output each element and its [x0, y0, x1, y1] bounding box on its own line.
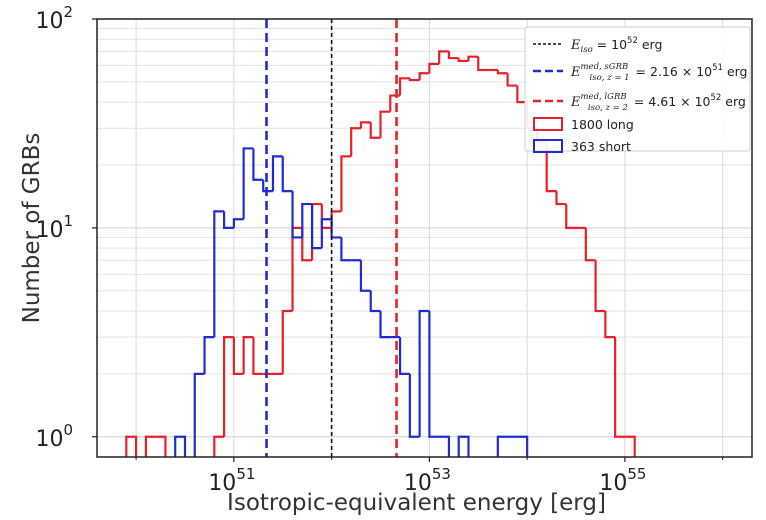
histogram-bar — [291, 191, 303, 239]
axis-ticks: 1051 1053 1055 100 101 102 — [35, 3, 724, 496]
histogram-bar — [496, 435, 508, 457]
histogram-bar — [320, 218, 332, 249]
histogram-bar — [222, 211, 234, 229]
histogram-bar — [174, 435, 187, 457]
histogram-bar — [271, 155, 283, 192]
legend: Eiso = 1052 erg Emed, sGRB iso, z = 1 = 2.… — [524, 26, 751, 154]
x-tick-label: 1055 — [599, 465, 646, 496]
histogram-bar — [144, 435, 156, 457]
histogram-bar — [389, 94, 401, 112]
histogram-bar — [457, 58, 469, 63]
histogram-bar — [584, 227, 596, 262]
histogram-bar — [506, 73, 518, 87]
x-tick-label: 1053 — [404, 465, 451, 496]
plot-frame — [96, 18, 753, 458]
histogram-bar — [281, 309, 293, 374]
histogram-bar — [340, 155, 352, 212]
histogram-bar — [379, 110, 391, 138]
histogram-bar — [516, 85, 528, 104]
histogram-bar — [624, 435, 636, 457]
histogram-bar — [291, 226, 303, 311]
histogram-bar — [203, 335, 215, 374]
histogram-bar — [369, 122, 381, 139]
x-axis-label: Isotropic-equivalent energy [erg] — [227, 490, 606, 516]
legend-swatch-1 — [533, 117, 563, 131]
histogram-bar — [438, 50, 449, 64]
histogram-bar — [447, 51, 459, 60]
series-short — [174, 147, 529, 457]
histogram-bar — [496, 69, 508, 75]
histogram-bar — [155, 435, 167, 457]
y-tick-label: 101 — [35, 212, 73, 243]
histogram-bar — [359, 260, 371, 292]
legend-entry-3: Emed, lGRB iso, z = 2 = 4.61 × 1052 erg — [570, 92, 746, 113]
histogram-bar — [457, 435, 470, 457]
histogram-bar — [467, 55, 479, 61]
x-tick-label: 1051 — [208, 465, 255, 496]
histogram-bar — [350, 127, 361, 157]
histogram-bar — [125, 435, 138, 457]
histogram-bar — [408, 373, 420, 438]
histogram-bar — [310, 202, 322, 261]
histogram-bar — [281, 156, 293, 193]
histogram-bar — [545, 141, 557, 193]
histogram-bar — [330, 210, 342, 228]
histogram-bar — [222, 335, 234, 437]
histogram-bar — [418, 72, 430, 81]
legend-series-1: 1800 long — [571, 117, 634, 132]
histogram-bar — [340, 237, 352, 262]
histogram-bar — [439, 435, 451, 457]
histogram-bar — [252, 337, 264, 375]
histogram-bar — [555, 191, 567, 206]
reference-lines — [265, 19, 398, 457]
histogram-bar — [614, 337, 625, 438]
histogram-bar — [252, 148, 264, 181]
histogram-bar — [398, 337, 410, 375]
histogram-bar — [408, 78, 420, 82]
histogram-bar — [359, 121, 371, 129]
histogram-bar — [232, 218, 244, 228]
histogram-bar — [310, 204, 322, 250]
histogram-bar — [428, 311, 440, 438]
histogram-bar — [565, 204, 577, 229]
histogram-bar — [604, 311, 616, 339]
legend-swatch-2 — [533, 139, 563, 153]
histogram-bar — [213, 210, 225, 338]
histogram-bar — [242, 335, 254, 374]
histogram-bar — [232, 337, 244, 375]
histogram-bar — [477, 56, 489, 72]
histogram-bar — [428, 62, 440, 74]
histogram-bar — [369, 290, 381, 313]
legend-entry-2: Emed, sGRB iso, z = 1 = 2.16 × 1051 erg — [570, 62, 748, 83]
histogram-bar — [418, 309, 430, 437]
histogram-bar — [594, 260, 606, 313]
histogram-bar — [398, 77, 410, 96]
histogram-bar — [213, 435, 225, 457]
legend-series-2: 363 short — [571, 139, 631, 154]
y-axis-label: Number of GRBs — [19, 133, 45, 324]
y-tick-label: 102 — [35, 3, 73, 34]
histogram-bar — [301, 227, 313, 262]
histogram-bar — [379, 311, 391, 339]
histogram-bar — [301, 202, 313, 238]
legend-entry-1: Eiso = 1052 erg — [570, 36, 662, 55]
histogram-bar — [262, 179, 273, 193]
histogram-bar — [242, 147, 254, 220]
y-tick-label: 100 — [35, 421, 73, 452]
histogram-bar — [193, 372, 205, 457]
histogram-bar — [320, 204, 332, 229]
legend-box — [524, 26, 751, 152]
histogram-bar — [517, 435, 529, 457]
